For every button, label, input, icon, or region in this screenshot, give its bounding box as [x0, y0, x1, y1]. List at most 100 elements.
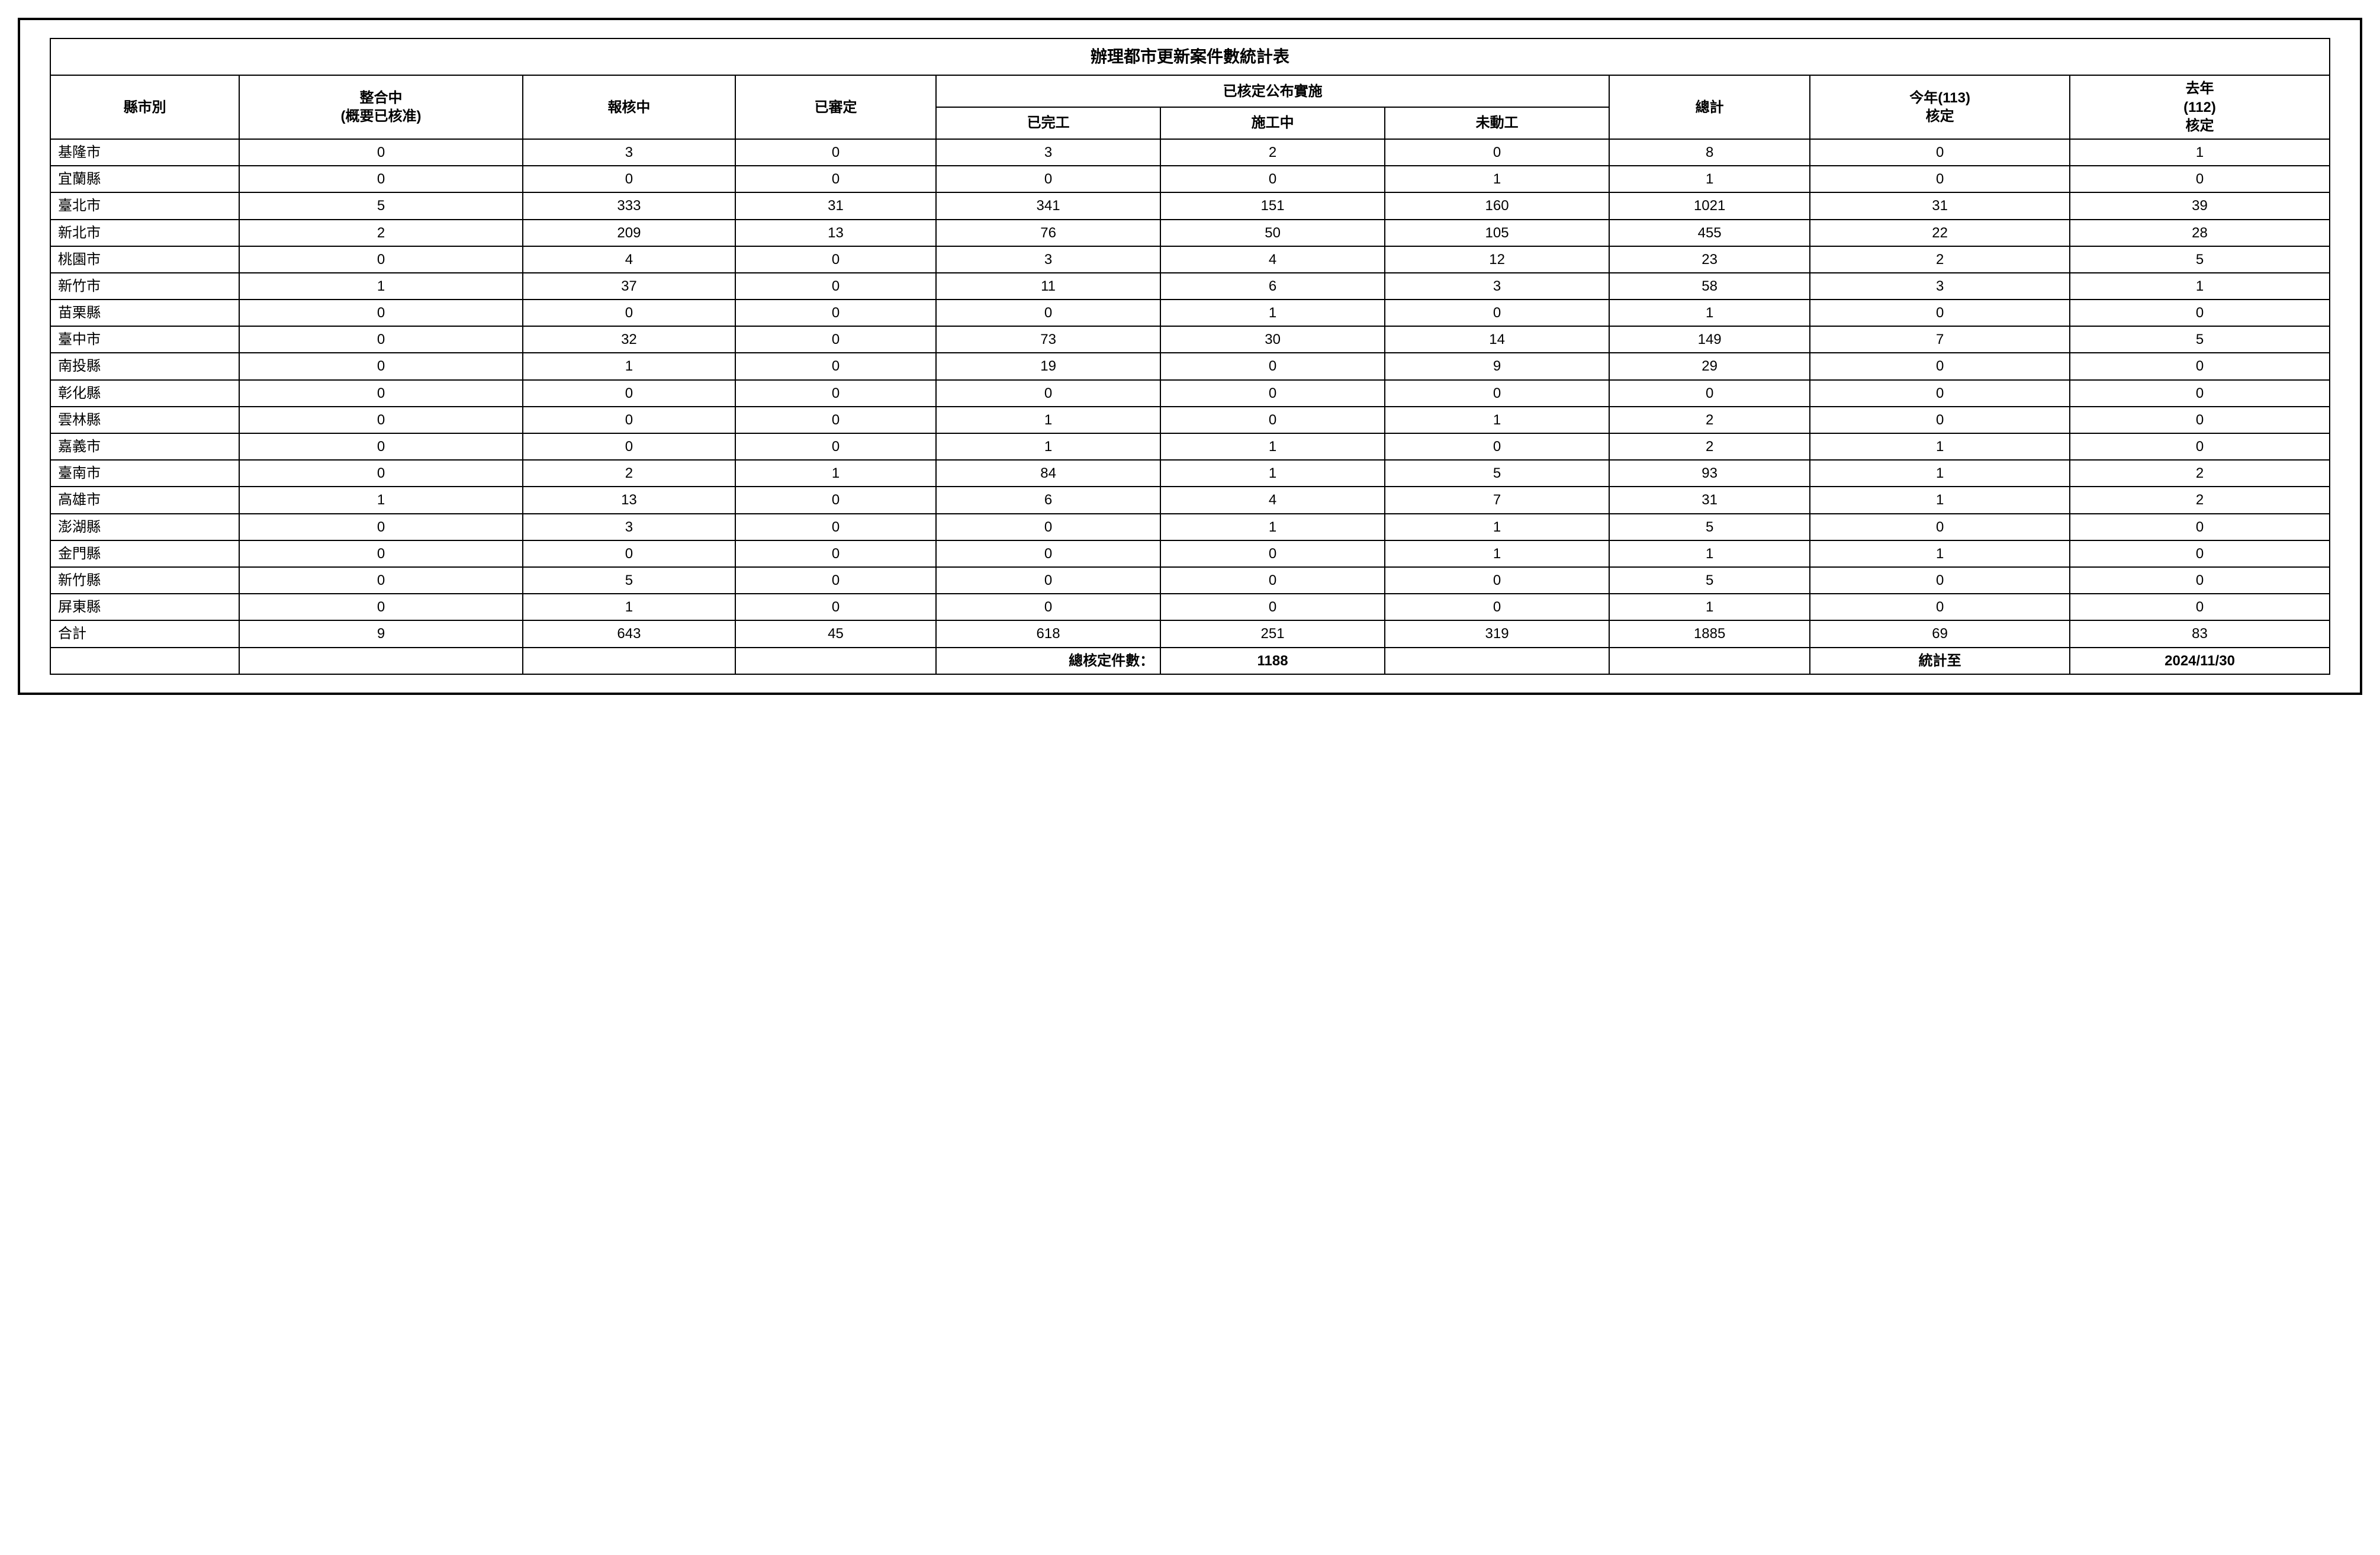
cell-approved_pending: 0 [735, 273, 936, 300]
cell-total: 93 [1609, 460, 1810, 487]
cell-under_review: 1 [523, 353, 735, 379]
cell-county: 宜蘭縣 [50, 166, 239, 192]
cell-under_construction: 0 [1160, 353, 1385, 379]
cell-county: 金門縣 [50, 540, 239, 567]
cell-last_year: 0 [2070, 594, 2330, 620]
table-body: 基隆市030320801宜蘭縣000001100臺北市5333313411511… [50, 139, 2330, 620]
cell-total: 5 [1609, 567, 1810, 594]
cell-under_review: 32 [523, 326, 735, 353]
cell-approved_pending: 0 [735, 540, 936, 567]
cell-completed: 3 [936, 139, 1160, 166]
footer-stats-until-label: 統計至 [1810, 648, 2070, 674]
col-header-under-review: 報核中 [523, 75, 735, 139]
cell-under_construction: 1 [1160, 460, 1385, 487]
table-row: 金門縣000001110 [50, 540, 2330, 567]
cell-integrating: 0 [239, 139, 523, 166]
cell-under_review: 0 [523, 166, 735, 192]
sum-integrating: 9 [239, 620, 523, 647]
cell-integrating: 0 [239, 567, 523, 594]
cell-county: 桃園市 [50, 246, 239, 273]
cell-last_year: 2 [2070, 460, 2330, 487]
cell-approved_pending: 0 [735, 407, 936, 433]
table-title: 辦理都市更新案件數統計表 [50, 38, 2330, 75]
cell-completed: 3 [936, 246, 1160, 273]
table-row: 基隆市030320801 [50, 139, 2330, 166]
cell-under_review: 0 [523, 407, 735, 433]
cell-total: 149 [1609, 326, 1810, 353]
cell-under_review: 0 [523, 380, 735, 407]
cell-completed: 0 [936, 166, 1160, 192]
cell-under_review: 13 [523, 487, 735, 513]
cell-total: 2 [1609, 407, 1810, 433]
cell-completed: 0 [936, 380, 1160, 407]
cell-completed: 0 [936, 514, 1160, 540]
cell-this_year: 1 [1810, 460, 2070, 487]
cell-completed: 76 [936, 220, 1160, 246]
cell-approved_pending: 0 [735, 246, 936, 273]
cell-under_review: 37 [523, 273, 735, 300]
table-row: 新竹縣050000500 [50, 567, 2330, 594]
cell-county: 彰化縣 [50, 380, 239, 407]
cell-approved_pending: 13 [735, 220, 936, 246]
cell-total: 23 [1609, 246, 1810, 273]
cell-county: 基隆市 [50, 139, 239, 166]
cell-under_construction: 1 [1160, 514, 1385, 540]
cell-approved_pending: 0 [735, 433, 936, 460]
cell-completed: 0 [936, 567, 1160, 594]
report-frame: 辦理都市更新案件數統計表 縣市別 整合中(概要已核准) 報核中 已審定 已核定公… [18, 18, 2362, 695]
cell-this_year: 0 [1810, 139, 2070, 166]
cell-county: 新竹市 [50, 273, 239, 300]
cell-county: 雲林縣 [50, 407, 239, 433]
cell-not_started: 160 [1385, 192, 1609, 219]
cell-this_year: 0 [1810, 567, 2070, 594]
cell-this_year: 0 [1810, 514, 2070, 540]
table-row: 臺中市032073301414975 [50, 326, 2330, 353]
cell-total: 1021 [1609, 192, 1810, 219]
cell-approved_pending: 0 [735, 567, 936, 594]
cell-not_started: 9 [1385, 353, 1609, 379]
table-row: 屏東縣010000100 [50, 594, 2330, 620]
cell-not_started: 12 [1385, 246, 1609, 273]
table-footer: 合計 9 643 45 618 251 319 1885 69 83 總核定件數… [50, 620, 2330, 674]
cell-total: 2 [1609, 433, 1810, 460]
cell-under_construction: 151 [1160, 192, 1385, 219]
cell-total: 1 [1609, 540, 1810, 567]
cell-total: 8 [1609, 139, 1810, 166]
table-header: 辦理都市更新案件數統計表 縣市別 整合中(概要已核准) 報核中 已審定 已核定公… [50, 38, 2330, 139]
cell-not_started: 0 [1385, 594, 1609, 620]
footer-empty-5 [1385, 648, 1609, 674]
cell-county: 屏東縣 [50, 594, 239, 620]
cell-under_review: 2 [523, 460, 735, 487]
cell-integrating: 1 [239, 487, 523, 513]
cell-approved_pending: 0 [735, 594, 936, 620]
cell-last_year: 1 [2070, 139, 2330, 166]
cell-completed: 0 [936, 594, 1160, 620]
footer-empty-2 [239, 648, 523, 674]
cell-under_review: 3 [523, 514, 735, 540]
cell-approved_pending: 1 [735, 460, 936, 487]
cell-county: 臺北市 [50, 192, 239, 219]
cell-integrating: 5 [239, 192, 523, 219]
col-header-announced-group: 已核定公布實施 [936, 75, 1609, 107]
cell-integrating: 0 [239, 246, 523, 273]
cell-under_construction: 6 [1160, 273, 1385, 300]
cell-under_construction: 30 [1160, 326, 1385, 353]
cell-not_started: 1 [1385, 407, 1609, 433]
table-row: 苗栗縣000010100 [50, 300, 2330, 326]
cell-this_year: 0 [1810, 407, 2070, 433]
cell-integrating: 0 [239, 380, 523, 407]
cell-under_construction: 0 [1160, 567, 1385, 594]
cell-not_started: 0 [1385, 567, 1609, 594]
cell-under_construction: 0 [1160, 594, 1385, 620]
cell-last_year: 0 [2070, 300, 2330, 326]
cell-total: 1 [1609, 166, 1810, 192]
table-row: 澎湖縣030011500 [50, 514, 2330, 540]
cell-integrating: 0 [239, 353, 523, 379]
table-row: 高雄市11306473112 [50, 487, 2330, 513]
cell-integrating: 2 [239, 220, 523, 246]
cell-this_year: 7 [1810, 326, 2070, 353]
cell-under_review: 4 [523, 246, 735, 273]
cell-approved_pending: 0 [735, 300, 936, 326]
sum-this-year: 69 [1810, 620, 2070, 647]
cell-this_year: 31 [1810, 192, 2070, 219]
